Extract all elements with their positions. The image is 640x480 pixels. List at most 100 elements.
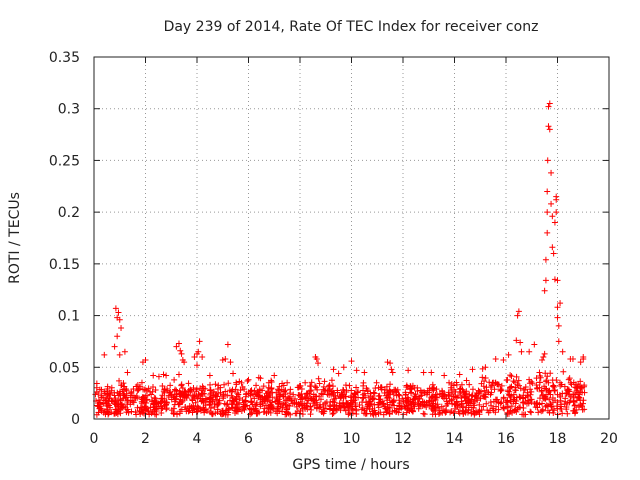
dense-point — [353, 406, 360, 413]
data-point — [222, 356, 229, 363]
dense-point — [238, 407, 245, 414]
data-point — [549, 244, 556, 251]
dense-point — [570, 379, 577, 386]
data-point — [124, 369, 131, 376]
dense-point — [159, 382, 166, 389]
dense-point — [408, 407, 415, 414]
dense-point — [429, 403, 436, 410]
dense-point — [420, 401, 427, 408]
dense-point — [148, 410, 155, 417]
dense-point — [549, 383, 556, 390]
dense-point — [231, 405, 238, 412]
dense-point — [274, 386, 281, 393]
data-point — [116, 351, 123, 358]
dense-point — [244, 378, 251, 385]
dense-point — [297, 396, 304, 403]
dense-point — [105, 411, 112, 418]
data-point — [546, 126, 553, 133]
dense-point — [253, 399, 260, 406]
dense-point — [293, 403, 300, 410]
dense-point — [101, 388, 108, 395]
data-point — [544, 209, 551, 216]
dense-point — [317, 396, 324, 403]
dense-point — [549, 407, 556, 414]
dense-point — [305, 395, 312, 402]
dense-point — [408, 386, 415, 393]
dense-point — [214, 393, 221, 400]
dense-point — [298, 385, 305, 392]
x-tick-label: 2 — [141, 431, 150, 447]
data-point — [173, 343, 180, 350]
dense-point — [207, 405, 214, 412]
dense-point — [458, 381, 465, 388]
dense-point — [208, 390, 215, 397]
dense-point — [316, 393, 323, 400]
data-point — [315, 360, 322, 367]
dense-point — [483, 400, 490, 407]
data-point — [313, 356, 320, 363]
data-point — [554, 314, 561, 321]
dense-point — [449, 401, 456, 408]
dense-point — [307, 403, 314, 410]
dense-point — [537, 373, 544, 380]
dense-point — [363, 385, 370, 392]
data-point — [335, 370, 342, 377]
dense-point — [539, 400, 546, 407]
data-point — [330, 366, 337, 373]
dense-point — [187, 386, 194, 393]
data-point — [569, 356, 576, 363]
dense-point — [134, 382, 141, 389]
dense-point — [318, 408, 325, 415]
dense-point — [378, 384, 385, 391]
dense-point — [383, 383, 390, 390]
dense-point — [167, 389, 174, 396]
dense-point — [508, 383, 515, 390]
dense-point — [565, 386, 572, 393]
data-point — [542, 277, 549, 284]
dense-point — [536, 401, 543, 408]
data-point — [227, 359, 234, 366]
dense-point — [470, 400, 477, 407]
data-point — [114, 333, 121, 340]
dense-point — [97, 405, 104, 412]
dense-point — [577, 388, 584, 395]
dense-point — [182, 404, 189, 411]
dense-point — [117, 410, 124, 417]
data-point — [255, 374, 262, 381]
dense-point — [451, 386, 458, 393]
dense-point — [214, 408, 221, 415]
dense-point — [353, 384, 360, 391]
dense-point — [308, 406, 315, 413]
dense-point — [369, 410, 376, 417]
dense-point — [254, 388, 261, 395]
dense-point — [581, 406, 588, 413]
dense-point — [254, 410, 261, 417]
dense-point — [242, 398, 249, 405]
dense-point — [421, 411, 428, 418]
data-point — [544, 188, 551, 195]
data-point — [482, 364, 489, 371]
dense-point — [520, 399, 527, 406]
data-point — [514, 312, 521, 319]
dense-point — [147, 404, 154, 411]
dense-point — [152, 406, 159, 413]
dense-point — [117, 397, 124, 404]
dense-point — [307, 411, 314, 418]
dense-point — [429, 394, 436, 401]
x-tick-label: 18 — [549, 431, 567, 447]
dense-point — [459, 407, 466, 414]
dense-point — [307, 388, 314, 395]
data-point — [405, 367, 412, 374]
dense-point — [275, 387, 282, 394]
dense-point — [466, 391, 473, 398]
dense-point — [282, 401, 289, 408]
dense-point — [447, 409, 454, 416]
grid — [94, 57, 609, 419]
dense-point — [225, 407, 232, 414]
dense-point — [480, 383, 487, 390]
dense-point — [296, 392, 303, 399]
dense-point — [487, 383, 494, 390]
dense-point — [276, 393, 283, 400]
dense-point — [371, 390, 378, 397]
dense-point — [463, 377, 470, 384]
